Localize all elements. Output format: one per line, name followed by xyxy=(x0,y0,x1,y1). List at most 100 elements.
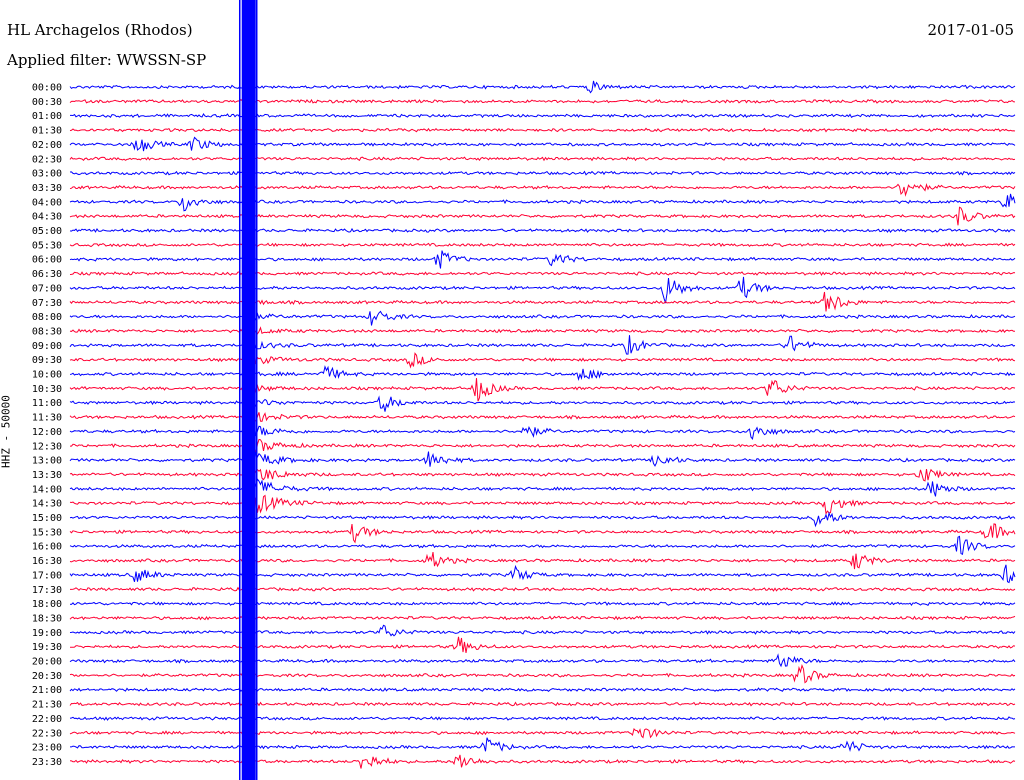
row-time-label: 06:00 xyxy=(32,255,62,266)
row-time-label: 14:30 xyxy=(32,499,62,510)
trace-line xyxy=(69,615,1016,621)
row-time-label: 03:00 xyxy=(32,169,62,180)
row-time-label: 05:30 xyxy=(32,240,62,251)
row-time-label: 12:30 xyxy=(32,441,62,452)
trace-line xyxy=(69,728,1016,739)
row-time-label: 11:30 xyxy=(32,413,62,424)
trace-line xyxy=(70,737,1015,753)
trace-line xyxy=(69,664,1016,684)
trace-line xyxy=(69,449,1016,470)
row-time-label: 22:00 xyxy=(32,714,62,725)
row-time-label: 13:00 xyxy=(32,456,62,467)
row-time-label: 20:30 xyxy=(32,671,62,682)
row-time-label: 07:30 xyxy=(32,298,62,309)
row-time-label: 03:30 xyxy=(32,183,62,194)
trace-line xyxy=(69,523,1016,544)
trace-line xyxy=(69,193,1016,212)
trace-line xyxy=(69,716,1016,721)
row-time-label: 10:00 xyxy=(32,370,62,381)
trace-line xyxy=(69,136,1016,152)
row-time-label: 00:30 xyxy=(32,97,62,108)
trace-line xyxy=(69,378,1016,402)
row-time-label: 08:00 xyxy=(32,312,62,323)
trace-line xyxy=(69,127,1016,133)
row-time-label: 09:00 xyxy=(32,341,62,352)
station-title: HL Archagelos (Rhodos) xyxy=(7,21,193,39)
trace-line xyxy=(69,310,1016,326)
row-time-label: 19:00 xyxy=(32,628,62,639)
trace-line xyxy=(69,564,1016,584)
row-time-label: 09:30 xyxy=(32,355,62,366)
trace-line xyxy=(69,535,1016,556)
trace-line xyxy=(70,433,1016,457)
trace-line xyxy=(69,291,1016,312)
row-time-label: 18:30 xyxy=(32,613,62,624)
trace-line xyxy=(69,478,1016,497)
row-time-label: 15:00 xyxy=(32,513,62,524)
trace-line xyxy=(69,365,1016,382)
row-time-label: 10:30 xyxy=(32,384,62,395)
row-time-label: 16:30 xyxy=(32,556,62,567)
row-time-label: 12:00 xyxy=(32,427,62,438)
trace-line xyxy=(69,352,1016,369)
trace-line xyxy=(69,701,1016,707)
row-time-label: 17:00 xyxy=(32,570,62,581)
row-time-label: 21:00 xyxy=(32,685,62,696)
row-time-label: 15:30 xyxy=(32,527,62,538)
row-time-label: 22:30 xyxy=(32,728,62,739)
trace-line xyxy=(69,170,1016,176)
trace-line xyxy=(69,242,1016,248)
trace-line xyxy=(69,424,1016,441)
trace-line xyxy=(69,552,1016,570)
trace-line xyxy=(69,490,1016,515)
trace-line xyxy=(69,624,1016,637)
trace-line xyxy=(69,636,1016,653)
trace-line xyxy=(69,156,1016,162)
row-time-label: 02:30 xyxy=(32,154,62,165)
trace-line xyxy=(69,325,1015,337)
row-time-label: 04:30 xyxy=(32,212,62,223)
row-time-label: 04:00 xyxy=(32,197,62,208)
row-time-label: 02:00 xyxy=(32,140,62,151)
trace-line xyxy=(69,412,1016,422)
trace-line xyxy=(69,276,1016,304)
trace-line xyxy=(69,511,1016,528)
trace-line xyxy=(69,271,1016,277)
trace-line xyxy=(69,653,1016,668)
trace-line xyxy=(69,601,1016,606)
row-time-label: 18:00 xyxy=(32,599,62,610)
trace-line xyxy=(69,754,1016,769)
trace-line xyxy=(69,227,1016,233)
trace-line xyxy=(69,182,1016,197)
trace-line xyxy=(69,687,1016,692)
date-label: 2017-01-05 xyxy=(927,21,1014,39)
row-time-label: 00:00 xyxy=(32,83,62,94)
trace-line xyxy=(70,113,1016,119)
trace-line xyxy=(70,586,1016,592)
row-time-label: 20:00 xyxy=(32,657,62,668)
row-time-label: 08:30 xyxy=(32,326,62,337)
row-time-label: 01:00 xyxy=(32,111,62,122)
filter-label: Applied filter: WWSSN-SP xyxy=(7,51,207,69)
row-time-label: 07:00 xyxy=(32,283,62,294)
trace-line xyxy=(69,395,1016,412)
row-time-label: 01:30 xyxy=(32,126,62,137)
trace-line xyxy=(69,98,1016,104)
trace-line xyxy=(69,460,1016,486)
saturated-quake-band xyxy=(241,0,256,780)
row-time-label: 17:30 xyxy=(32,585,62,596)
row-time-label: 23:00 xyxy=(32,743,62,754)
row-time-label: 14:00 xyxy=(32,484,62,495)
row-time-label: 05:00 xyxy=(32,226,62,237)
row-time-label: 23:30 xyxy=(32,757,62,768)
trace-line xyxy=(69,250,1016,269)
row-time-label: 11:00 xyxy=(32,398,62,409)
trace-line xyxy=(69,335,1016,355)
row-time-label: 16:00 xyxy=(32,542,62,553)
row-time-label: 21:30 xyxy=(32,700,62,711)
trace-line xyxy=(69,80,1016,94)
trace-line xyxy=(69,206,1016,226)
row-time-label: 06:30 xyxy=(32,269,62,280)
